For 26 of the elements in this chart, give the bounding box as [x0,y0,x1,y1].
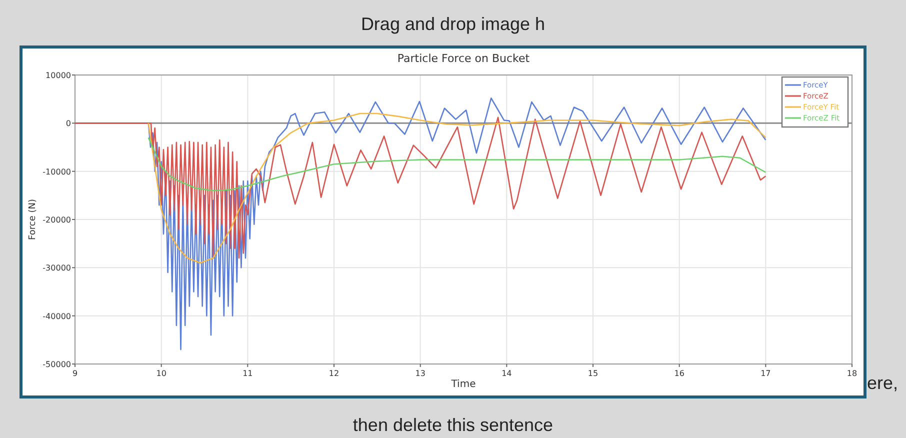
x-tick-label: 13 [415,369,426,378]
x-tick-label: 17 [760,369,771,378]
y-tick-label: -10000 [42,167,71,176]
x-axis-title: Time [450,379,476,390]
line-series [148,136,766,192]
y-tick-label: -40000 [42,312,71,321]
line-series [74,116,766,259]
y-tick-label: 0 [66,119,71,128]
x-tick-label: 10 [156,369,166,378]
text: then delete this sentence [352,415,554,435]
x-tick-label: 18 [846,369,858,378]
x-tick-label: 11 [242,369,253,378]
y-tick-label: 10000 [46,71,71,80]
text: Drag and drop image h [360,14,546,34]
y-tick-label: -30000 [42,264,71,273]
y-tick-label: -20000 [42,216,71,224]
x-tick-label: 9 [72,369,78,378]
x-tick-label: 15 [588,369,598,378]
chart-title: Particle Force on Bucket [397,52,530,65]
y-axis-title: Force (N) [28,199,38,240]
line-series [148,112,766,264]
x-tick-label: 14 [502,369,512,378]
x-tick-label: 12 [328,369,340,378]
y-tick-label: -50000 [42,360,71,369]
x-tick-label: 16 [674,369,684,378]
text: ere, [867,373,898,393]
